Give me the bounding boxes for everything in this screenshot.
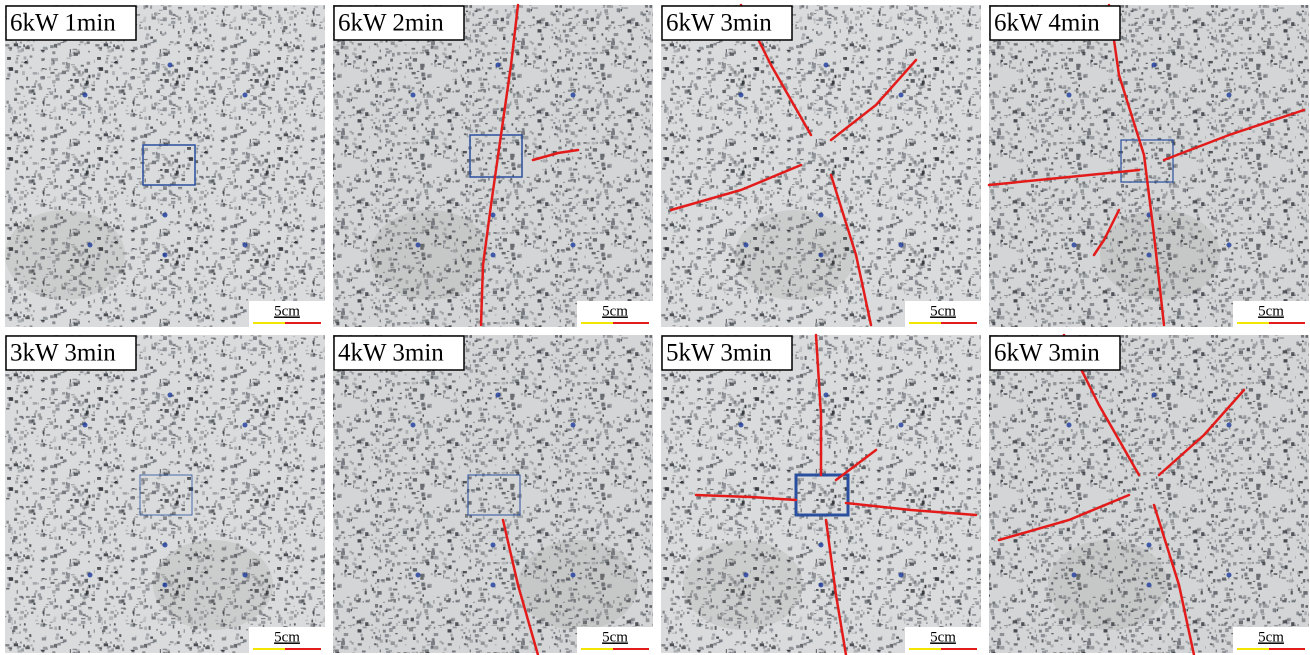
label-box: 6kW 3min <box>990 336 1120 370</box>
marker-dot <box>819 583 824 588</box>
marker-dot <box>899 93 904 98</box>
marker-dot <box>819 253 824 258</box>
stain <box>370 210 490 300</box>
label-box: 5kW 3min <box>662 336 792 370</box>
marker-dot <box>411 93 416 98</box>
marker-dot <box>1147 583 1152 588</box>
marker-dot <box>1152 63 1157 68</box>
marker-dot <box>496 63 501 68</box>
panel-label: 4kW 3min <box>338 340 444 367</box>
marker-dot <box>1147 253 1152 258</box>
marker-dot <box>571 243 576 248</box>
marker-dot <box>824 393 829 398</box>
marker-dot <box>1147 543 1152 548</box>
marker-dot <box>1067 93 1072 98</box>
marker-dot <box>163 583 168 588</box>
marker-dot <box>739 93 744 98</box>
marker-dot <box>88 573 93 578</box>
marker-dot <box>739 423 744 428</box>
stain <box>153 540 273 630</box>
marker-dot <box>819 543 824 548</box>
scale-label: 5cm <box>602 629 628 645</box>
marker-dot <box>163 213 168 218</box>
marker-dot <box>1227 243 1232 248</box>
panel: 3kW 3min 5cm <box>5 335 325 653</box>
panel-label: 6kW 1min <box>10 10 116 37</box>
marker-dot <box>571 423 576 428</box>
marker-dot <box>1227 573 1232 578</box>
marker-dot <box>1067 423 1072 428</box>
stain <box>735 210 855 300</box>
panel-label: 6kW 3min <box>666 10 772 37</box>
panel-label: 6kW 3min <box>994 340 1100 367</box>
stain <box>5 210 125 300</box>
marker-dot <box>243 573 248 578</box>
marker-dot <box>83 423 88 428</box>
panel-label: 3kW 3min <box>10 340 116 367</box>
marker-dot <box>899 423 904 428</box>
marker-dot <box>899 243 904 248</box>
marker-dot <box>1227 93 1232 98</box>
panel: 4kW 3min 5cm <box>333 335 653 655</box>
marker-dot <box>899 573 904 578</box>
marker-dot <box>88 243 93 248</box>
marker-dot <box>496 393 501 398</box>
panel: 6kW 3min 5cm <box>989 335 1309 655</box>
marker-dot <box>243 423 248 428</box>
marker-dot <box>744 573 749 578</box>
scale-label: 5cm <box>1258 303 1284 319</box>
panel-label: 5kW 3min <box>666 340 772 367</box>
panel: 5kW 3min 5cm <box>661 335 981 655</box>
label-box: 6kW 1min <box>6 6 136 40</box>
scale-label: 5cm <box>930 629 956 645</box>
marker-dot <box>1152 393 1157 398</box>
marker-dot <box>491 253 496 258</box>
marker-dot <box>243 243 248 248</box>
label-box: 4kW 3min <box>334 336 464 370</box>
marker-dot <box>243 93 248 98</box>
marker-dot <box>411 423 416 428</box>
panel: 6kW 2min 5cm <box>333 5 653 327</box>
marker-dot <box>168 63 173 68</box>
marker-dot <box>416 573 421 578</box>
marker-dot <box>571 93 576 98</box>
marker-dot <box>1072 243 1077 248</box>
stain <box>518 540 638 630</box>
label-box: 6kW 4min <box>990 6 1120 40</box>
marker-dot <box>571 573 576 578</box>
marker-dot <box>163 253 168 258</box>
marker-dot <box>819 213 824 218</box>
panel-label: 6kW 4min <box>994 10 1100 37</box>
label-box: 6kW 3min <box>662 6 792 40</box>
marker-dot <box>163 543 168 548</box>
panel: 6kW 3min 5cm <box>661 5 981 327</box>
label-box: 3kW 3min <box>6 336 136 370</box>
scale-label: 5cm <box>930 303 956 319</box>
marker-dot <box>491 213 496 218</box>
scale-label: 5cm <box>274 629 300 645</box>
figure: 6kW 1min5cm6kW 2min5cm6kW 3min5cm6kW 4mi… <box>0 0 1310 655</box>
panel: 6kW 4min 5cm <box>989 5 1309 327</box>
marker-dot <box>744 243 749 248</box>
marker-dot <box>168 393 173 398</box>
marker-dot <box>491 543 496 548</box>
stain <box>683 540 803 630</box>
panel: 6kW 1min 5cm <box>5 5 325 327</box>
scale-label: 5cm <box>602 303 628 319</box>
scale-label: 5cm <box>274 303 300 319</box>
marker-dot <box>1072 573 1077 578</box>
marker-dot <box>824 63 829 68</box>
label-box: 6kW 2min <box>334 6 464 40</box>
scale-label: 5cm <box>1258 629 1284 645</box>
marker-dot <box>416 243 421 248</box>
panel-label: 6kW 2min <box>338 10 444 37</box>
marker-dot <box>1227 423 1232 428</box>
marker-dot <box>83 93 88 98</box>
marker-dot <box>491 583 496 588</box>
